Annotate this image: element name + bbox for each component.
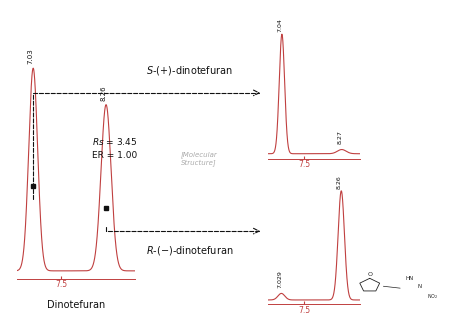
- Text: [Molecular
Structure]: [Molecular Structure]: [181, 151, 218, 166]
- Text: 8.26: 8.26: [337, 175, 342, 189]
- Text: $\it{Rs}$ = 3.45
ER = 1.00: $\it{Rs}$ = 3.45 ER = 1.00: [92, 136, 138, 160]
- Text: 8.27: 8.27: [337, 130, 342, 144]
- Text: 7.03: 7.03: [28, 49, 34, 64]
- Text: 7.029: 7.029: [277, 270, 282, 288]
- Text: $\it{R}$-(−)-dinotefuran: $\it{R}$-(−)-dinotefuran: [146, 244, 233, 257]
- Text: O: O: [367, 272, 372, 277]
- Text: Dinotefuran: Dinotefuran: [47, 300, 105, 310]
- Text: 8.26: 8.26: [100, 85, 107, 100]
- Text: $\it{S}$-(+)-dinotefuran: $\it{S}$-(+)-dinotefuran: [146, 64, 233, 77]
- Text: $\mathregular{NO_2}$: $\mathregular{NO_2}$: [427, 292, 438, 301]
- Text: HN: HN: [405, 275, 413, 281]
- Text: 7.04: 7.04: [277, 18, 283, 32]
- Text: N: N: [417, 284, 421, 289]
